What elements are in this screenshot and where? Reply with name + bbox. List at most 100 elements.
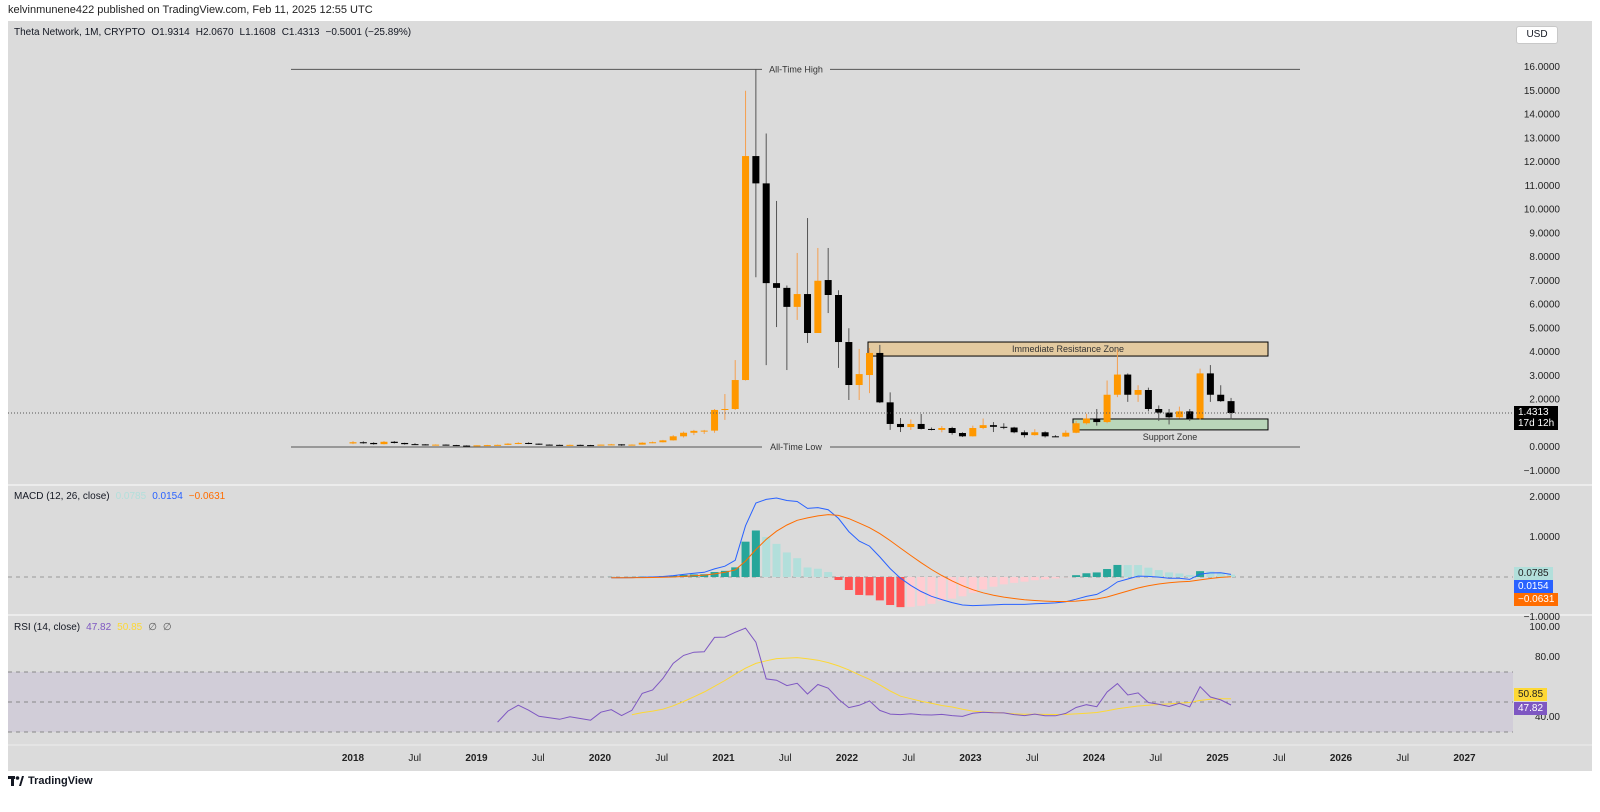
candle-body[interactable] xyxy=(762,183,770,284)
candle-body[interactable] xyxy=(638,442,646,445)
candle-body[interactable] xyxy=(814,280,822,333)
candle-body[interactable] xyxy=(711,409,719,431)
macd-histogram-bar xyxy=(824,572,833,577)
tradingview-logo[interactable]: TradingView xyxy=(8,775,93,787)
currency-button[interactable]: USD xyxy=(1516,26,1558,44)
candle-body[interactable] xyxy=(421,444,429,446)
candle-body[interactable] xyxy=(1072,423,1080,433)
candle-body[interactable] xyxy=(504,443,512,445)
candle-body[interactable] xyxy=(597,444,605,446)
symbol-name[interactable]: Theta Network, 1M, CRYPTO xyxy=(14,27,146,38)
candle-body[interactable] xyxy=(1000,426,1008,428)
macd-histogram-bar xyxy=(1051,577,1060,579)
candle-body[interactable] xyxy=(1196,373,1204,419)
candle-body[interactable] xyxy=(494,444,502,446)
macd-histogram-bar xyxy=(855,577,864,595)
candle-body[interactable] xyxy=(1113,374,1121,395)
candle-body[interactable] xyxy=(669,436,677,441)
candle-body[interactable] xyxy=(824,280,832,295)
candle-body[interactable] xyxy=(1020,432,1028,436)
candle-body[interactable] xyxy=(1186,411,1194,419)
candle-body[interactable] xyxy=(401,442,409,445)
candle-body[interactable] xyxy=(1227,401,1235,414)
candle-body[interactable] xyxy=(876,352,884,403)
candle-body[interactable] xyxy=(989,425,997,427)
candle-body[interactable] xyxy=(835,295,843,343)
candle-body[interactable] xyxy=(845,342,853,386)
candle-body[interactable] xyxy=(731,380,739,409)
candle-body[interactable] xyxy=(618,444,626,446)
candle-body[interactable] xyxy=(1175,411,1183,418)
candle-body[interactable] xyxy=(773,283,781,288)
candle-body[interactable] xyxy=(659,440,667,443)
candle-body[interactable] xyxy=(1165,412,1173,418)
candle-body[interactable] xyxy=(1031,432,1039,436)
candle-body[interactable] xyxy=(927,428,935,430)
candle-body[interactable] xyxy=(411,444,419,446)
candle-body[interactable] xyxy=(349,442,357,444)
candle-body[interactable] xyxy=(442,444,450,446)
resistance-zone[interactable] xyxy=(867,341,1269,357)
candle-body[interactable] xyxy=(649,442,657,444)
candle-body[interactable] xyxy=(1082,418,1090,424)
support-zone[interactable] xyxy=(1072,418,1269,431)
candle-body[interactable] xyxy=(866,352,873,376)
candle-body[interactable] xyxy=(1155,409,1163,413)
candle-body[interactable] xyxy=(576,444,584,446)
candle-body[interactable] xyxy=(1206,373,1214,395)
rsi-title[interactable]: RSI (14, close) xyxy=(14,622,81,633)
candle-body[interactable] xyxy=(700,430,708,432)
candle-body[interactable] xyxy=(432,444,440,446)
candle-body[interactable] xyxy=(514,442,522,444)
candle-body[interactable] xyxy=(979,425,987,428)
candle-body[interactable] xyxy=(804,294,812,333)
candle-body[interactable] xyxy=(390,441,398,443)
candle-body[interactable] xyxy=(566,444,574,446)
candle-body[interactable] xyxy=(473,445,481,447)
candle-body[interactable] xyxy=(917,423,925,429)
candle-body[interactable] xyxy=(721,409,729,410)
candle-body[interactable] xyxy=(452,445,460,447)
chart-frame[interactable]: 16.0000 15.0000 14.0000 13.0000 12.0000 11.00… xyxy=(8,21,1592,771)
candle-body[interactable] xyxy=(680,432,688,437)
candle-body[interactable] xyxy=(1041,432,1049,437)
candle-body[interactable] xyxy=(463,445,471,447)
candle-body[interactable] xyxy=(855,374,863,386)
rsi-extra-1: ∅ xyxy=(148,622,157,633)
candle-body[interactable] xyxy=(587,445,595,447)
candle-body[interactable] xyxy=(556,444,564,446)
chart-canvas[interactable]: 16.0000 15.0000 14.0000 13.0000 12.0000 11.00… xyxy=(8,21,1592,771)
candle-body[interactable] xyxy=(545,444,553,446)
candle-body[interactable] xyxy=(752,156,760,184)
candle-body[interactable] xyxy=(359,442,367,444)
candle-body[interactable] xyxy=(1093,418,1101,423)
candle-body[interactable] xyxy=(783,287,791,307)
candle-body[interactable] xyxy=(370,442,378,445)
candle-body[interactable] xyxy=(1062,432,1070,437)
candle-body[interactable] xyxy=(525,442,533,444)
candle-body[interactable] xyxy=(1051,436,1059,438)
candle-body[interactable] xyxy=(1134,390,1142,395)
candle-body[interactable] xyxy=(742,156,750,381)
candle-body[interactable] xyxy=(907,423,915,428)
candle-body[interactable] xyxy=(793,294,801,307)
candle-body[interactable] xyxy=(1144,390,1152,409)
candle-body[interactable] xyxy=(896,423,904,428)
candle-body[interactable] xyxy=(1217,394,1225,402)
candle-body[interactable] xyxy=(607,444,615,446)
macd-histogram-bar xyxy=(1206,571,1215,577)
candle-body[interactable] xyxy=(938,428,946,430)
candle-body[interactable] xyxy=(958,432,966,437)
candle-body[interactable] xyxy=(690,430,698,433)
candle-body[interactable] xyxy=(948,428,956,433)
candle-body[interactable] xyxy=(535,443,543,445)
candle-body[interactable] xyxy=(628,444,636,446)
macd-title[interactable]: MACD (12, 26, close) xyxy=(14,491,110,502)
candle-body[interactable] xyxy=(1010,427,1018,433)
candle-body[interactable] xyxy=(1124,374,1132,395)
candle-body[interactable] xyxy=(380,441,388,445)
candle-body[interactable] xyxy=(969,428,977,437)
candle-body[interactable] xyxy=(483,445,491,447)
candle-body[interactable] xyxy=(1103,394,1111,423)
macd-tick-label: −1.0000 xyxy=(1524,612,1561,623)
